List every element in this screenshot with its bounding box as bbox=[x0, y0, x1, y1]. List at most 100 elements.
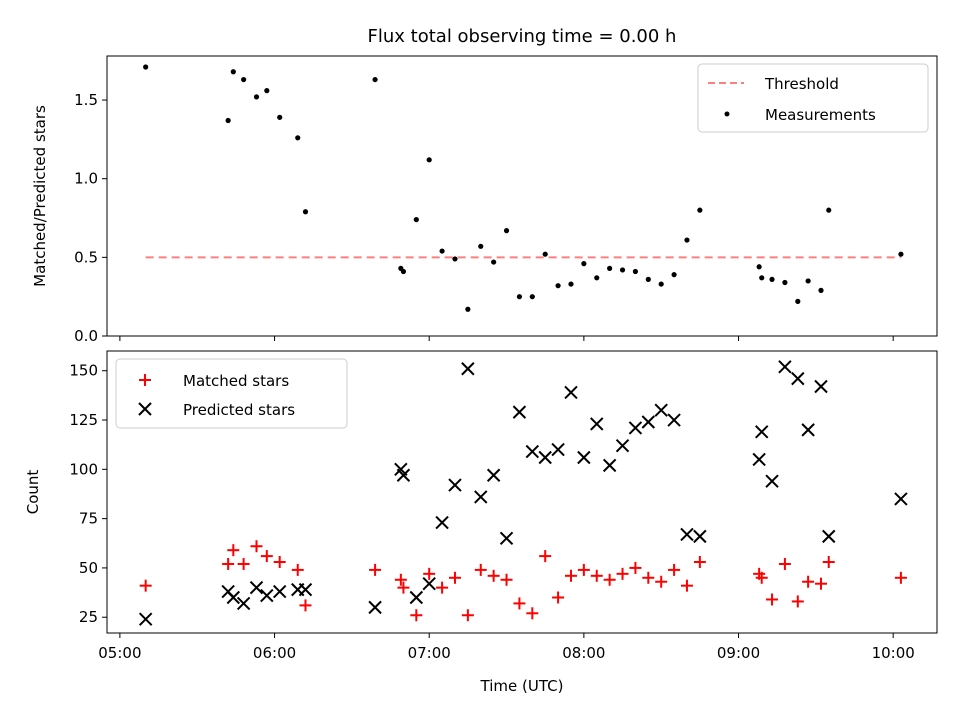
predicted-point bbox=[615, 438, 630, 453]
predicted-point bbox=[590, 417, 604, 431]
predicted-point bbox=[409, 590, 424, 605]
predicted-point bbox=[249, 580, 264, 595]
bottom-y-tick-label: 150 bbox=[69, 362, 98, 380]
predicted-point bbox=[551, 442, 565, 457]
measurement-point bbox=[684, 237, 690, 243]
legend-threshold-label: Threshold bbox=[764, 75, 839, 93]
predicted-point bbox=[298, 582, 313, 597]
matched-point bbox=[291, 563, 304, 576]
top-y-axis-label: Matched/Predicted stars bbox=[31, 105, 49, 287]
measurement-point bbox=[225, 117, 231, 124]
predicted-point bbox=[755, 425, 769, 439]
measurement-point bbox=[516, 294, 523, 300]
matched-point bbox=[564, 569, 577, 582]
predicted-point bbox=[801, 423, 815, 437]
bottom-y-axis: 25 50 75 100 125 150 bbox=[69, 362, 107, 626]
measurement-point bbox=[826, 207, 832, 213]
measurement-point bbox=[277, 114, 283, 120]
measurement-point bbox=[143, 64, 149, 70]
measurement-point bbox=[253, 94, 260, 100]
legend-matched-swatch bbox=[139, 374, 151, 386]
predicted-point bbox=[538, 450, 552, 465]
matched-point bbox=[822, 556, 835, 569]
predicted-point bbox=[628, 421, 643, 435]
measurement-point bbox=[645, 276, 651, 282]
measurement-point bbox=[452, 256, 458, 262]
predicted-point bbox=[396, 468, 411, 482]
top-x-axis bbox=[119, 336, 894, 341]
matched-point bbox=[222, 557, 235, 570]
matched-point bbox=[577, 563, 590, 576]
bottom-y-tick-label: 75 bbox=[79, 510, 98, 528]
measurement-point bbox=[805, 278, 811, 284]
matched-point bbox=[680, 579, 693, 592]
measurement-point bbox=[759, 275, 765, 281]
measurement-point bbox=[372, 76, 378, 83]
bottom-plot-frame bbox=[106, 350, 938, 634]
top-y-tick-label: 1.0 bbox=[74, 170, 98, 188]
predicted-point bbox=[461, 362, 475, 376]
matched-point bbox=[273, 556, 286, 569]
matched-point bbox=[139, 579, 152, 592]
measurement-point bbox=[491, 259, 497, 265]
matched-point bbox=[448, 571, 461, 584]
predicted-point bbox=[791, 371, 805, 386]
measurement-point bbox=[555, 283, 561, 289]
predicted-point bbox=[512, 405, 527, 419]
matched-point bbox=[590, 569, 603, 582]
matched-point bbox=[552, 591, 565, 604]
predicted-point bbox=[814, 379, 828, 394]
measurement-point bbox=[503, 228, 510, 234]
bottom-x-tick-label: 07:00 bbox=[408, 644, 451, 662]
bottom-x-axis: 05:00 06:00 07:00 08:00 09:00 10:00 bbox=[98, 633, 915, 662]
top-y-tick-label: 0.5 bbox=[74, 248, 98, 266]
top-y-axis: 0.0 0.5 1.0 1.5 bbox=[74, 91, 107, 345]
predicted-point bbox=[260, 588, 274, 603]
matched-point bbox=[436, 581, 449, 594]
measurement-point bbox=[607, 265, 613, 271]
predicted-point bbox=[654, 403, 668, 417]
legend-measurements-label: Measurements bbox=[765, 106, 876, 124]
predicted-point bbox=[680, 527, 694, 542]
matched-point bbox=[603, 573, 616, 586]
predicted-point bbox=[602, 458, 617, 473]
bottom-x-tick-label: 05:00 bbox=[98, 644, 141, 662]
matched-point bbox=[410, 609, 423, 622]
matched-point bbox=[474, 563, 487, 576]
predicted-point bbox=[577, 450, 591, 465]
bottom-x-tick-label: 06:00 bbox=[253, 644, 296, 662]
bottom-series-layer bbox=[138, 360, 908, 626]
top-legend: Threshold Measurements bbox=[697, 63, 929, 133]
measurement-point bbox=[264, 88, 270, 94]
bottom-y-tick-label: 50 bbox=[79, 559, 98, 577]
predicted-point bbox=[435, 515, 449, 530]
matched-point bbox=[250, 540, 263, 553]
measurement-point bbox=[818, 287, 824, 293]
chart-title: Flux total observing time = 0.00 h bbox=[368, 26, 677, 47]
matched-point bbox=[237, 557, 250, 570]
bottom-y-tick-label: 100 bbox=[69, 460, 98, 478]
measurement-point bbox=[632, 268, 639, 275]
measurement-point bbox=[581, 261, 587, 267]
predicted-point bbox=[564, 385, 578, 400]
measurement-point bbox=[400, 268, 407, 275]
matched-point bbox=[616, 567, 629, 580]
bottom-x-tick-label: 08:00 bbox=[562, 644, 605, 662]
legend-measurements-swatch bbox=[724, 111, 730, 117]
bottom-legend: Matched stars Predicted stars bbox=[115, 358, 348, 429]
predicted-point bbox=[448, 478, 462, 492]
matched-point bbox=[668, 563, 681, 576]
measurement-point bbox=[478, 243, 484, 249]
matched-point bbox=[778, 557, 791, 570]
predicted-point bbox=[752, 452, 766, 467]
measurement-point bbox=[439, 248, 445, 254]
matched-point bbox=[894, 571, 907, 584]
measurement-point bbox=[413, 216, 419, 223]
predicted-point bbox=[765, 474, 779, 488]
matched-point bbox=[755, 571, 768, 584]
predicted-point bbox=[368, 600, 382, 615]
legend-predicted-swatch bbox=[138, 402, 152, 416]
matched-point bbox=[642, 571, 655, 584]
top-legend-box bbox=[697, 63, 929, 133]
matched-point bbox=[487, 569, 500, 582]
